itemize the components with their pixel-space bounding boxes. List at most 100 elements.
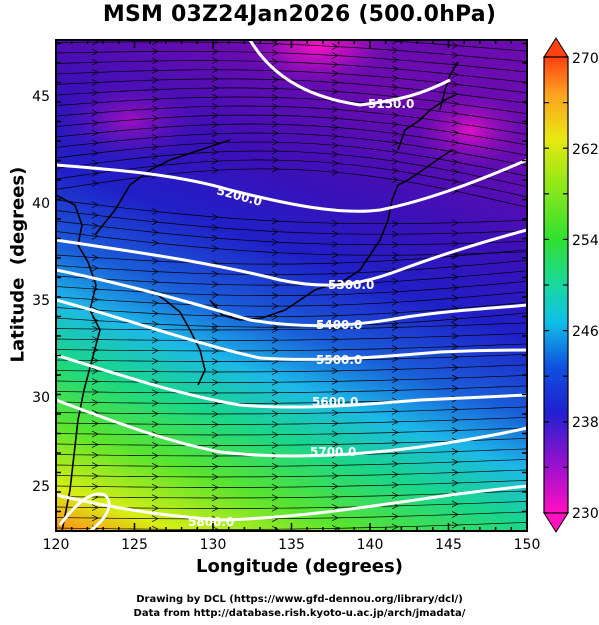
wind-arrowhead — [331, 301, 339, 309]
contour-label-5700: 5700.0 — [310, 445, 356, 459]
wind-arrowhead — [272, 32, 278, 38]
ytick-45: 45 — [32, 89, 50, 105]
wind-arrowhead — [331, 79, 339, 86]
wind-arrowhead — [451, 229, 459, 237]
credit-drawing: Drawing by DCL (https://www.gfd-dennou.o… — [136, 594, 463, 605]
contour-5500 — [56, 298, 527, 361]
wind-arrowhead — [451, 427, 459, 434]
wind-arrowhead — [211, 157, 219, 165]
wind-arrowhead — [271, 49, 279, 57]
streamline — [56, 150, 527, 187]
wind-arrowhead — [152, 29, 158, 35]
wind-arrowhead — [331, 43, 339, 50]
wind-arrowhead — [151, 218, 159, 226]
wind-arrowhead — [391, 345, 399, 352]
wind-arrowhead — [451, 100, 459, 108]
wind-arrowhead — [271, 138, 279, 146]
wind-arrowhead — [271, 323, 279, 331]
streamline — [56, 417, 527, 425]
wind-arrowhead — [391, 324, 399, 331]
wind-arrowhead — [391, 220, 399, 228]
wind-arrowhead — [211, 323, 219, 330]
wind-arrowhead — [91, 254, 99, 261]
contour-5700 — [56, 398, 527, 458]
wind-arrowhead — [271, 292, 279, 299]
contour-5400 — [56, 268, 527, 328]
wind-arrowhead — [451, 139, 459, 146]
colorbar: 230 238 246 254 262 270 — [543, 37, 599, 533]
credit-data-source: Data from http://database.rish.kyoto-u.a… — [133, 608, 466, 619]
wind-arrowhead — [151, 114, 159, 122]
wind-arrowhead — [391, 84, 399, 91]
wind-arrowhead — [91, 109, 99, 117]
x-axis-label: Longitude (degrees) — [196, 556, 403, 577]
streamline — [56, 220, 527, 246]
wind-arrowhead — [391, 309, 399, 317]
wind-arrowhead — [332, 536, 338, 542]
wind-arrowhead — [391, 492, 399, 499]
contour-label-5500: 5500.0 — [316, 353, 362, 367]
contour-label-5800: 5800.0 — [188, 515, 234, 529]
wind-arrowhead — [91, 180, 99, 187]
streamline — [56, 385, 527, 394]
wind-arrowhead — [331, 259, 339, 267]
wind-arrowhead — [451, 353, 459, 361]
streamline — [56, 501, 527, 509]
wind-arrowhead — [271, 249, 279, 256]
wind-arrowhead — [151, 420, 159, 428]
wind-arrowhead — [451, 219, 459, 226]
wind-arrowhead — [391, 47, 399, 54]
streamline — [56, 322, 527, 331]
wind-arrowhead — [271, 473, 279, 481]
wind-arrowhead — [151, 320, 159, 328]
streamline — [56, 132, 527, 167]
wind-arrowhead — [451, 119, 459, 127]
contour-label-5300: 5300.0 — [328, 278, 374, 292]
wind-arrowhead — [331, 399, 339, 406]
streamline — [56, 78, 527, 104]
wind-arrowhead — [451, 284, 459, 291]
wind-arrowhead — [151, 483, 159, 491]
wind-arrowhead — [331, 124, 339, 131]
wind-arrowhead — [391, 148, 399, 156]
wind-arrowhead — [331, 159, 339, 167]
wind-arrowhead — [91, 89, 99, 96]
wind-arrowhead — [331, 291, 339, 298]
wind-arrowhead — [151, 357, 159, 365]
wind-arrowhead — [271, 85, 279, 92]
streamline — [56, 375, 527, 383]
wind-arrowhead — [451, 263, 459, 270]
wind-arrowhead — [391, 298, 399, 306]
wind-arrowhead — [271, 58, 279, 66]
wind-arrowhead — [91, 48, 99, 56]
wind-arrowhead — [331, 106, 339, 113]
streamline — [56, 159, 527, 198]
wind-arrowhead — [211, 452, 219, 460]
wind-arrowhead — [151, 86, 159, 93]
streamline — [56, 249, 527, 265]
wind-arrowhead — [211, 358, 219, 365]
wind-arrowhead — [391, 439, 399, 447]
wind-arrowhead — [451, 469, 459, 476]
wind-arrowhead — [91, 170, 99, 177]
wind-arrowhead — [211, 389, 219, 397]
wind-arrowhead — [91, 129, 99, 137]
streamline — [56, 280, 527, 296]
wind-arrowhead — [271, 40, 279, 48]
wind-arrowhead — [271, 94, 279, 101]
wind-arrowhead — [151, 257, 159, 265]
wind-arrowhead — [271, 165, 279, 173]
wind-arrowhead — [212, 30, 218, 36]
colorbar-bottom-arrow — [543, 512, 569, 533]
streamline — [56, 114, 527, 146]
wind-arrowhead — [451, 61, 459, 69]
wind-arrowhead — [152, 537, 158, 543]
wind-arrowhead — [91, 357, 99, 364]
wind-arrowhead — [391, 429, 399, 436]
wind-arrowhead — [91, 232, 99, 240]
wind-arrowhead — [451, 273, 459, 281]
streamline — [56, 511, 527, 520]
wind-arrowhead — [271, 441, 279, 449]
wind-arrowhead — [151, 40, 159, 46]
wind-arrowhead — [391, 256, 399, 264]
